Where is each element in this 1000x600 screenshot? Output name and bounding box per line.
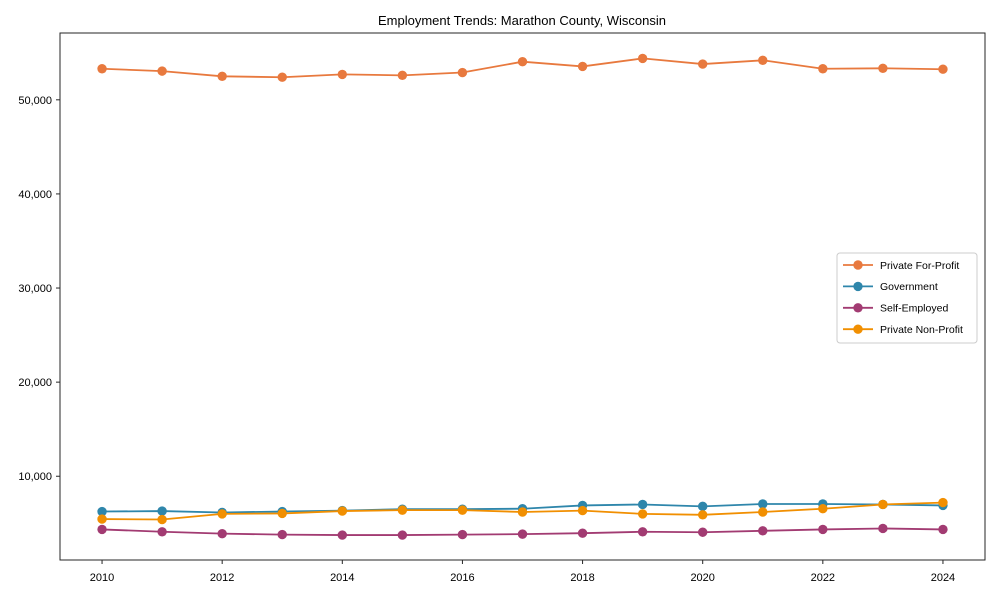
data-point-private-non-profit-2015 <box>397 505 408 515</box>
data-point-self-employed-2014 <box>337 530 348 540</box>
y-tick-label: 10,000 <box>18 471 52 483</box>
data-point-self-employed-2022 <box>818 524 828 535</box>
legend-label: Government <box>880 281 938 293</box>
legend-marker <box>853 324 863 334</box>
data-point-private-non-profit-2022 <box>818 504 828 514</box>
legend: Private For-Profit Government Self-Employe… <box>836 252 978 344</box>
data-point-government-2011 <box>157 506 167 516</box>
data-point-self-employed-2012 <box>217 528 227 539</box>
legend-marker <box>853 260 863 270</box>
legend-box <box>836 252 978 344</box>
data-point-private-for-profit-2024 <box>938 64 948 74</box>
data-point-private-for-profit-2012 <box>217 71 227 81</box>
x-tick-label: 2018 <box>570 572 594 584</box>
legend-item-self-employed: Self-Employed <box>843 303 948 315</box>
data-point-self-employed-2013 <box>277 529 287 540</box>
data-point-private-for-profit-2015 <box>397 70 408 81</box>
data-point-private-non-profit-2016 <box>457 505 468 515</box>
data-point-private-for-profit-2021 <box>758 55 768 65</box>
data-point-private-non-profit-2019 <box>637 509 648 519</box>
data-point-self-employed-2018 <box>577 528 588 538</box>
data-point-private-non-profit-2017 <box>517 507 528 517</box>
data-point-private-for-profit-2010 <box>97 64 107 74</box>
data-point-private-non-profit-2021 <box>758 507 768 517</box>
legend-marker <box>853 281 863 292</box>
data-point-private-non-profit-2020 <box>697 510 708 520</box>
legend-label: Private For-Profit <box>880 260 959 272</box>
data-point-government-2021 <box>758 499 768 509</box>
data-point-private-non-profit-2024 <box>938 497 948 508</box>
data-point-private-for-profit-2019 <box>637 53 648 64</box>
data-point-self-employed-2010 <box>97 524 107 535</box>
data-point-private-non-profit-2023 <box>878 499 888 510</box>
data-point-self-employed-2021 <box>758 526 768 536</box>
plot-border <box>59 32 986 561</box>
data-point-self-employed-2011 <box>157 527 167 537</box>
legend-label: Self-Employed <box>880 303 948 315</box>
series-layer <box>97 53 948 540</box>
data-point-private-for-profit-2022 <box>818 64 828 74</box>
y-tick-label: 20,000 <box>18 377 52 389</box>
data-point-self-employed-2024 <box>938 524 948 535</box>
axes-layer: 2010 2012 2014 2016 2018 2020 2022 2024 10,000 20… <box>18 32 986 584</box>
data-point-private-for-profit-2014 <box>337 69 348 80</box>
x-tick-label: 2014 <box>330 572 354 584</box>
y-tick-label: 50,000 <box>18 95 52 107</box>
data-point-private-for-profit-2017 <box>517 57 528 67</box>
data-point-self-employed-2023 <box>878 523 888 534</box>
data-point-self-employed-2017 <box>517 529 528 539</box>
y-tick-label: 40,000 <box>18 189 52 201</box>
data-point-government-2020 <box>697 501 708 512</box>
data-point-self-employed-2015 <box>397 530 408 540</box>
legend-item-private-for-profit: Private For-Profit <box>843 260 959 272</box>
legend-item-private-non-profit: Private Non-Profit <box>843 324 963 336</box>
data-point-private-for-profit-2013 <box>277 72 287 82</box>
x-tick-label: 2024 <box>931 572 955 584</box>
data-point-private-for-profit-2011 <box>157 66 167 76</box>
data-point-private-for-profit-2018 <box>577 61 588 72</box>
x-tick-label: 2016 <box>450 572 474 584</box>
legend-label: Private Non-Profit <box>880 324 963 336</box>
data-point-self-employed-2019 <box>637 527 648 537</box>
data-point-private-non-profit-2011 <box>157 514 167 525</box>
legend-marker <box>853 303 863 313</box>
x-tick-label: 2022 <box>811 572 835 584</box>
data-point-government-2010 <box>97 506 107 517</box>
x-tick-label: 2010 <box>90 572 114 584</box>
data-point-private-non-profit-2010 <box>97 514 107 524</box>
data-point-private-non-profit-2013 <box>277 508 287 519</box>
data-point-government-2019 <box>637 499 648 510</box>
data-point-private-for-profit-2020 <box>697 59 708 69</box>
data-point-private-for-profit-2023 <box>878 63 888 73</box>
data-point-self-employed-2016 <box>457 529 468 540</box>
data-point-private-non-profit-2012 <box>217 509 227 519</box>
chart-title: Employment Trends: Marathon County, Wisc… <box>378 13 666 28</box>
data-point-private-for-profit-2016 <box>457 67 468 78</box>
data-point-private-non-profit-2018 <box>577 505 588 516</box>
x-tick-label: 2012 <box>210 572 234 584</box>
y-tick-label: 30,000 <box>18 283 52 295</box>
data-point-private-non-profit-2014 <box>337 506 348 516</box>
legend-item-government: Government <box>843 281 938 293</box>
x-tick-label: 2020 <box>690 572 714 584</box>
data-point-self-employed-2020 <box>697 527 708 537</box>
